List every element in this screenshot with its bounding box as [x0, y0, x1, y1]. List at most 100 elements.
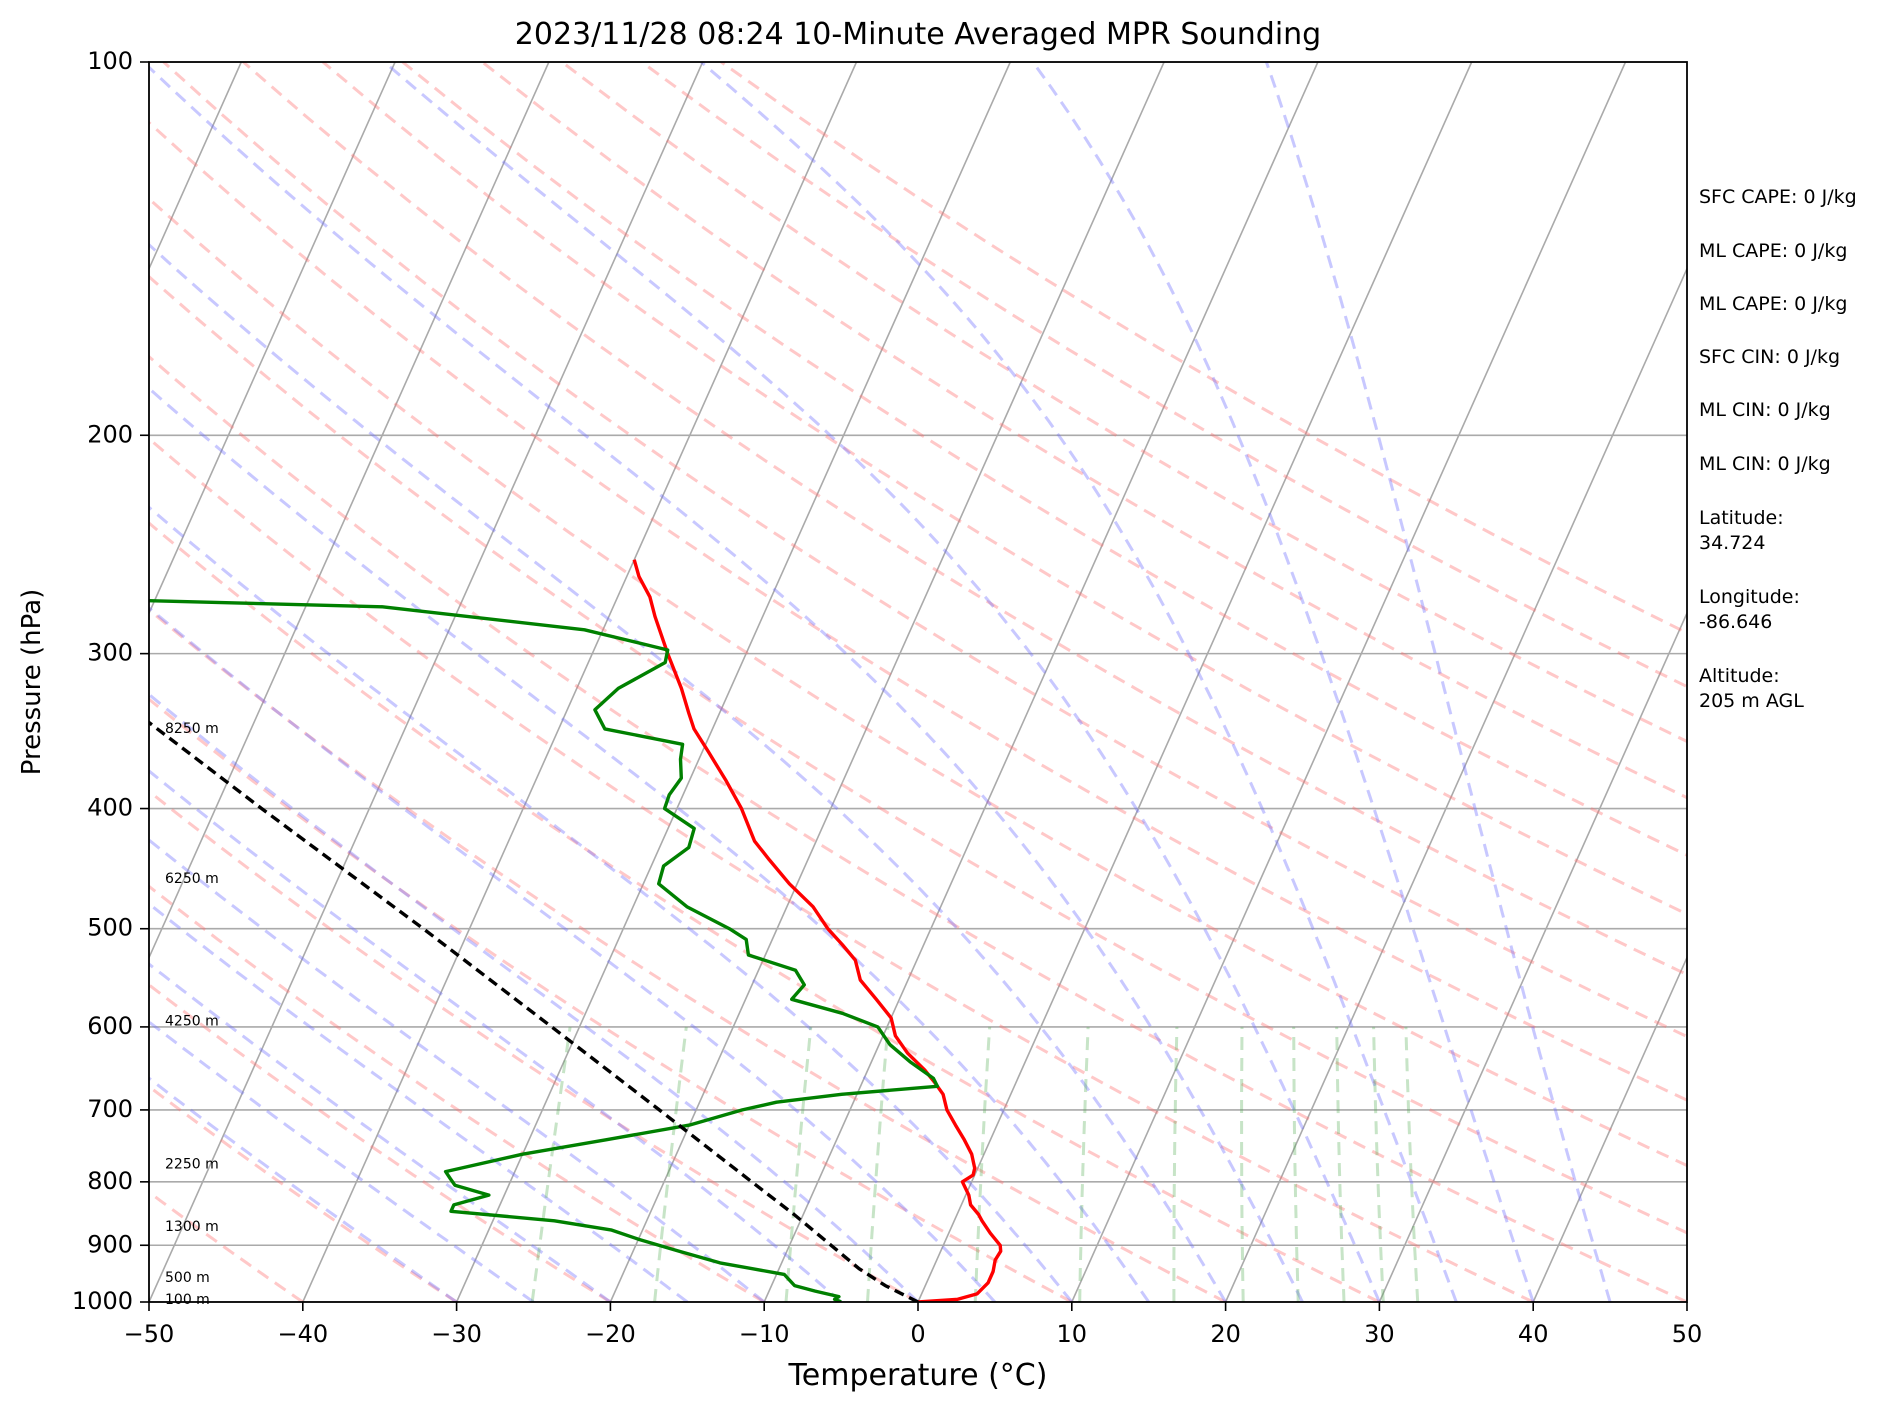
- x-tick-label: −50: [124, 1320, 175, 1348]
- side-info-text: Latitude:: [1699, 507, 1784, 529]
- x-tick-label: 10: [1057, 1320, 1088, 1348]
- mixing-ratio-line: [1335, 1026, 1346, 1302]
- x-tick-label: 30: [1364, 1320, 1395, 1348]
- moist-adiabat-line: [149, 605, 997, 1302]
- y-tick-label: 500: [87, 914, 133, 942]
- moist-adiabat-line: [1031, 62, 1535, 1302]
- moist-adiabat-line: [383, 62, 1381, 1302]
- height-label: 100 m: [165, 1292, 210, 1308]
- side-info-text: SFC CIN: 0 J/kg: [1699, 346, 1840, 368]
- moist-adiabat-line: [149, 505, 1073, 1302]
- x-tick-label: −40: [277, 1320, 328, 1348]
- height-label: 1300 m: [165, 1219, 219, 1235]
- background-lines: [149, 62, 1687, 1302]
- dry-adiabat-line: [149, 436, 1534, 1302]
- height-labels: 100 m 500 m 1300 m 2250 m 4250 m 6250 m 8250 m: [165, 721, 219, 1308]
- isotherm-line: [609, 62, 1165, 1302]
- y-tick-label: 100: [87, 47, 133, 75]
- dry-adiabat-line: [149, 789, 919, 1302]
- dry-adiabat-line: [149, 1084, 458, 1302]
- moist-adiabat-line: [149, 769, 843, 1302]
- chart-title: 2023/11/28 08:24 10-Minute Averaged MPR …: [515, 17, 1321, 52]
- y-tick-label: 800: [87, 1167, 133, 1195]
- dry-adiabat-line: [149, 1190, 304, 1302]
- mixing-ratio-line: [784, 1026, 813, 1302]
- mixing-ratio-line: [653, 1026, 688, 1302]
- height-label: 500 m: [165, 1270, 210, 1286]
- moist-adiabat-line: [149, 386, 1150, 1302]
- dry-adiabat-line: [149, 120, 1687, 1102]
- side-info-text: ML CIN: 0 J/kg: [1699, 453, 1831, 475]
- isotherm-line: [149, 62, 704, 1302]
- isotherm-line: [1224, 266, 1687, 1302]
- mixing-ratio-line: [973, 1026, 992, 1302]
- parcel-profile-line: [149, 720, 919, 1302]
- dry-adiabat-line: [481, 62, 1687, 800]
- mixing-ratio-line: [1078, 1026, 1090, 1302]
- dry-adiabat-line: [149, 354, 1687, 1302]
- side-info-text: -86.646: [1699, 611, 1772, 633]
- mixing-ratio-line: [1172, 1026, 1179, 1302]
- isotherm-line: [1071, 62, 1627, 1302]
- x-axis-ticks: −50 −40 −30 −20 −10 0 10 20 30 40 50: [124, 1302, 1703, 1348]
- mixing-ratio-line: [1372, 1026, 1385, 1302]
- y-tick-label: 600: [87, 1012, 133, 1040]
- moist-adiabat-line: [149, 65, 1304, 1302]
- side-info-text: 205 m AGL: [1699, 690, 1804, 712]
- side-info-text: 34.724: [1699, 532, 1765, 554]
- height-label: 4250 m: [165, 1013, 219, 1029]
- y-tick-label: 900: [87, 1230, 133, 1258]
- temperature-profile-line: [632, 559, 1003, 1302]
- isotherm-line: [1378, 611, 1687, 1302]
- moist-adiabat-line: [1264, 62, 1612, 1302]
- moist-adiabat-line: [149, 242, 1227, 1302]
- dry-adiabat-line: [242, 62, 1687, 977]
- side-info-text: SFC CAPE: 0 J/kg: [1699, 186, 1857, 208]
- isotherm-line: [917, 62, 1473, 1302]
- dry-adiabat-line: [149, 274, 1687, 1235]
- height-label: 6250 m: [165, 871, 219, 887]
- isotherm-line: [1532, 955, 1687, 1302]
- x-tick-label: −30: [431, 1320, 482, 1348]
- moist-adiabat-line: [149, 692, 920, 1302]
- dry-adiabat-line: [162, 62, 1687, 1039]
- side-info-text: ML CIN: 0 J/kg: [1699, 399, 1831, 421]
- dry-adiabat-line: [560, 62, 1687, 744]
- isotherm-line: [149, 62, 396, 616]
- mixing-ratio-line: [530, 1026, 572, 1302]
- side-info-text: ML CAPE: 0 J/kg: [1699, 293, 1847, 315]
- x-tick-label: 50: [1672, 1320, 1703, 1348]
- x-tick-label: 20: [1210, 1320, 1241, 1348]
- mixing-ratio-line: [1292, 1026, 1300, 1302]
- dry-adiabat-line: [149, 697, 1073, 1302]
- dry-adiabat-line: [149, 884, 765, 1302]
- side-info-text: ML CAPE: 0 J/kg: [1699, 240, 1847, 262]
- y-tick-label: 700: [87, 1095, 133, 1123]
- y-tick-label: 300: [87, 639, 133, 667]
- side-info-text: Longitude:: [1699, 586, 1800, 608]
- isotherm-line: [302, 62, 858, 1302]
- height-label: 8250 m: [165, 721, 219, 737]
- dry-adiabat-line: [401, 62, 1687, 857]
- dewpoint-profile-line: [149, 599, 940, 1302]
- x-tick-label: −10: [739, 1320, 790, 1348]
- side-info-panel: SFC CAPE: 0 J/kg ML CAPE: 0 J/kg ML CAPE: …: [1699, 186, 1857, 712]
- isotherm-line: [455, 62, 1012, 1302]
- isotherm-line: [149, 62, 550, 960]
- dry-adiabat-line: [149, 196, 1687, 1168]
- isotherm-line: [763, 62, 1319, 1302]
- x-tick-label: −20: [585, 1320, 636, 1348]
- y-tick-label: 200: [87, 420, 133, 448]
- moist-adiabat-line: [700, 62, 1458, 1302]
- y-tick-label: 1000: [72, 1287, 133, 1315]
- y-tick-label: 400: [87, 794, 133, 822]
- side-info-text: Altitude:: [1699, 665, 1780, 687]
- x-axis-label: Temperature (°C): [788, 1358, 1048, 1393]
- moist-adiabat-line: [149, 1020, 535, 1302]
- mixing-ratio-line: [866, 1026, 890, 1302]
- mixing-ratio-line: [1404, 1026, 1420, 1302]
- data-series: [149, 559, 1003, 1302]
- y-axis-ticks: 100 200 300 400 500 600 700 800 900 1000: [72, 47, 149, 1315]
- x-tick-label: 40: [1518, 1320, 1549, 1348]
